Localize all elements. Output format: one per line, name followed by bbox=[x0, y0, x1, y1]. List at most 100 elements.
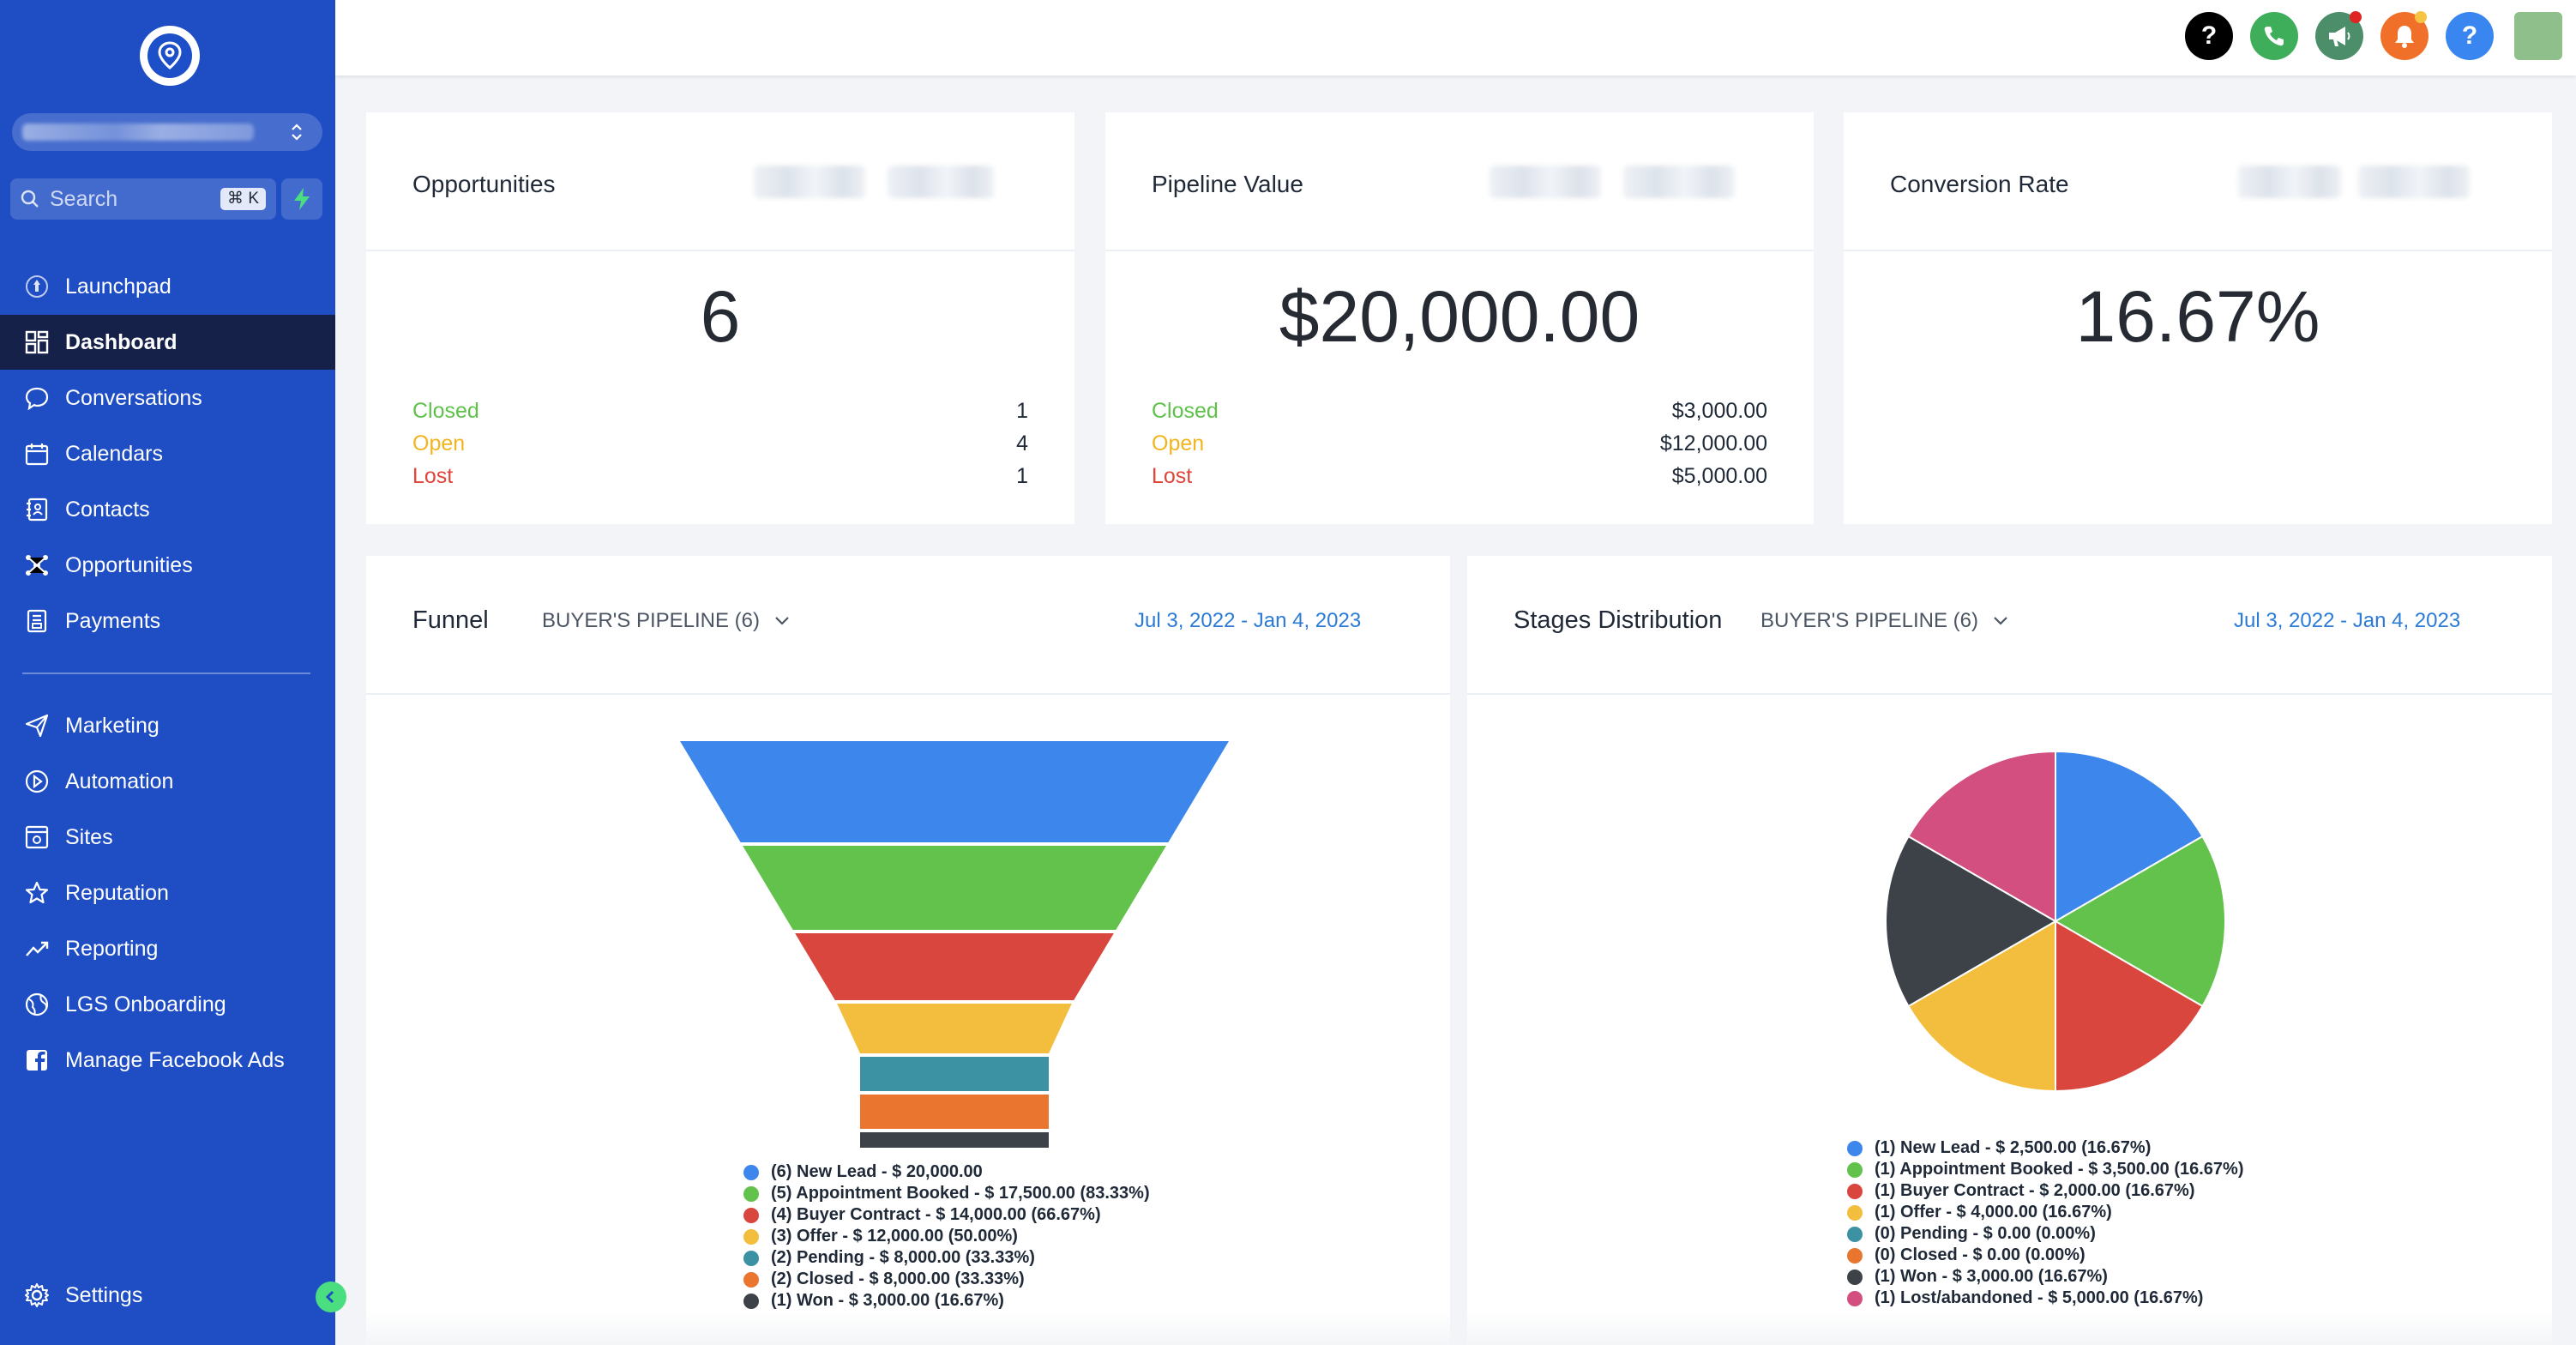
legend-swatch bbox=[743, 1185, 759, 1202]
sidebar-item-calendars[interactable]: Calendars bbox=[0, 426, 335, 481]
legend-swatch bbox=[743, 1207, 759, 1223]
brand-logo[interactable] bbox=[140, 26, 200, 86]
location-pin-icon bbox=[147, 33, 192, 78]
support-button[interactable]: ? bbox=[2446, 12, 2494, 60]
legend-label: (0) Closed - $ 0.00 (0.00%) bbox=[1875, 1245, 2085, 1264]
funnel-segment-appointment-booked[interactable] bbox=[743, 846, 1166, 930]
legend-item[interactable]: (1) Won - $ 3,000.00 (16.67%) bbox=[1847, 1266, 2243, 1288]
card-title: Conversion Rate bbox=[1890, 171, 2069, 197]
sidebar-item-label: Contacts bbox=[65, 497, 150, 522]
legend-item[interactable]: (1) Lost/abandoned - $ 5,000.00 (16.67%) bbox=[1847, 1288, 2243, 1309]
pie-slice-offer[interactable] bbox=[1907, 920, 2056, 1093]
megaphone-icon bbox=[2329, 27, 2350, 46]
legend-item[interactable]: (4) Buyer Contract - $ 14,000.00 (66.67%… bbox=[743, 1204, 1150, 1226]
chat-icon bbox=[23, 384, 51, 412]
pipeline-select[interactable]: BUYER'S PIPELINE (6) bbox=[542, 609, 791, 633]
card-header bbox=[1467, 556, 2552, 695]
sidebar-item-lgs-onboarding[interactable]: LGS Onboarding bbox=[0, 977, 335, 1032]
sidebar-item-settings[interactable]: Settings bbox=[0, 1268, 335, 1323]
announcements-button[interactable] bbox=[2315, 11, 2363, 60]
sidebar-item-launchpad[interactable]: Launchpad bbox=[0, 259, 335, 314]
search-input[interactable]: Search ⌘ K bbox=[10, 178, 276, 220]
sidebar-item-label: Calendars bbox=[65, 441, 163, 466]
stat-value: $20,000.00 bbox=[1279, 276, 1640, 357]
legend-item[interactable]: (1) Offer - $ 4,000.00 (16.67%) bbox=[1847, 1202, 2243, 1223]
legend-item[interactable]: (0) Closed - $ 0.00 (0.00%) bbox=[1847, 1245, 2243, 1266]
account-switcher[interactable] bbox=[12, 113, 322, 151]
legend-item[interactable]: (1) Won - $ 3,000.00 (16.67%) bbox=[743, 1290, 1150, 1312]
bell-icon bbox=[2395, 26, 2414, 48]
legend-swatch bbox=[1847, 1269, 1863, 1285]
sidebar-item-dashboard[interactable]: Dashboard bbox=[0, 315, 335, 370]
funnel-segment-buyer-contract[interactable] bbox=[795, 933, 1114, 1000]
quick-actions-button[interactable] bbox=[281, 178, 322, 220]
legend-item[interactable]: (2) Closed - $ 8,000.00 (33.33%) bbox=[743, 1269, 1150, 1290]
legend-label: (5) Appointment Booked - $ 17,500.00 (83… bbox=[771, 1184, 1150, 1203]
sidebar-item-automation[interactable]: Automation bbox=[0, 754, 335, 809]
pipeline-select-value: BUYER'S PIPELINE (6) bbox=[1760, 609, 1978, 632]
notifications-button[interactable] bbox=[2380, 11, 2429, 60]
legend-swatch bbox=[1847, 1290, 1863, 1306]
legend-label: (3) Offer - $ 12,000.00 (50.00%) bbox=[771, 1227, 1018, 1245]
legend-item[interactable]: (6) New Lead - $ 20,000.00 bbox=[743, 1161, 1150, 1183]
sidebar-item-manage-facebook-ads[interactable]: Manage Facebook Ads bbox=[0, 1033, 335, 1088]
legend-label: (1) Won - $ 3,000.00 (16.67%) bbox=[771, 1291, 1004, 1310]
legend-item[interactable]: (0) Pending - $ 0.00 (0.00%) bbox=[1847, 1223, 2243, 1245]
legend-label: (4) Buyer Contract - $ 14,000.00 (66.67%… bbox=[771, 1205, 1101, 1224]
date-range-picker[interactable]: Jul 3, 2022 - Jan 4, 2023 bbox=[1135, 609, 1362, 632]
redacted-filter bbox=[2238, 166, 2341, 198]
avatar[interactable] bbox=[2514, 12, 2562, 60]
pie-slice-buyer-contract[interactable] bbox=[2055, 920, 2204, 1093]
phone-button[interactable] bbox=[2250, 12, 2298, 60]
sidebar-item-payments[interactable]: Payments bbox=[0, 594, 335, 648]
legend-item[interactable]: (1) Buyer Contract - $ 2,000.00 (16.67%) bbox=[1847, 1180, 2243, 1202]
sidebar-item-label: LGS Onboarding bbox=[65, 992, 226, 1016]
legend-item[interactable]: (1) Appointment Booked - $ 3,500.00 (16.… bbox=[1847, 1159, 2243, 1180]
funnel-segment-pending[interactable] bbox=[860, 1057, 1049, 1091]
pipeline-select[interactable]: BUYER'S PIPELINE (6) bbox=[1760, 609, 2009, 633]
sidebar-item-conversations[interactable]: Conversations bbox=[0, 371, 335, 425]
sidebar-item-sites[interactable]: Sites bbox=[0, 810, 335, 865]
legend-label: (1) Appointment Booked - $ 3,500.00 (16.… bbox=[1875, 1160, 2244, 1179]
top-bar bbox=[335, 0, 2576, 75]
search-placeholder: Search bbox=[50, 186, 118, 211]
funnel-segment-closed[interactable] bbox=[860, 1095, 1049, 1129]
pie-slice-won[interactable] bbox=[1885, 835, 2057, 1008]
card-header bbox=[366, 112, 1074, 251]
sidebar-item-marketing[interactable]: Marketing bbox=[0, 698, 335, 753]
funnel-legend: (6) New Lead - $ 20,000.00 (5) Appointmen… bbox=[743, 1161, 1150, 1312]
sidebar-item-label: Reputation bbox=[65, 880, 169, 905]
pie-slice-lost-abandoned[interactable] bbox=[1907, 750, 2056, 923]
sidebar-item-contacts[interactable]: Contacts bbox=[0, 482, 335, 537]
sidebar-item-reporting[interactable]: Reporting bbox=[0, 921, 335, 976]
sidebar-item-label: Reporting bbox=[65, 936, 159, 961]
sidebar-item-label: Opportunities bbox=[65, 552, 193, 577]
funnel-segment-won[interactable] bbox=[860, 1132, 1049, 1148]
card-title: Pipeline Value bbox=[1152, 171, 1303, 197]
legend-item[interactable]: (1) New Lead - $ 2,500.00 (16.67%) bbox=[1847, 1137, 2243, 1159]
date-range-picker[interactable]: Jul 3, 2022 - Jan 4, 2023 bbox=[2234, 609, 2461, 632]
legend-swatch bbox=[1847, 1247, 1863, 1264]
sidebar-item-opportunities[interactable]: Opportunities bbox=[0, 538, 335, 593]
legend-swatch bbox=[1847, 1204, 1863, 1221]
pie-chart bbox=[1885, 750, 2226, 1093]
collapse-sidebar-button[interactable] bbox=[316, 1282, 346, 1312]
legend-item[interactable]: (3) Offer - $ 12,000.00 (50.00%) bbox=[743, 1226, 1150, 1247]
help-button[interactable]: ? bbox=[2185, 12, 2233, 60]
pie-slice-new-lead[interactable] bbox=[2055, 750, 2204, 923]
funnel-segment-offer[interactable] bbox=[837, 1004, 1072, 1053]
star-icon bbox=[23, 879, 51, 907]
redacted-filter bbox=[888, 166, 994, 198]
legend-item[interactable]: (2) Pending - $ 8,000.00 (33.33%) bbox=[743, 1247, 1150, 1269]
dashboard-icon bbox=[23, 329, 51, 356]
sidebar-item-reputation[interactable]: Reputation bbox=[0, 866, 335, 920]
rocket-icon bbox=[23, 273, 51, 300]
chevron-down-icon bbox=[775, 617, 789, 625]
notification-dot bbox=[2350, 11, 2362, 23]
sidebar-item-label: Automation bbox=[65, 769, 174, 793]
card-title: Opportunities bbox=[412, 171, 556, 197]
legend-item[interactable]: (5) Appointment Booked - $ 17,500.00 (83… bbox=[743, 1183, 1150, 1204]
help-icon: ? bbox=[2200, 21, 2218, 50]
funnel-segment-new-lead[interactable] bbox=[680, 741, 1229, 842]
pie-slice-appointment-booked[interactable] bbox=[2054, 835, 2226, 1008]
